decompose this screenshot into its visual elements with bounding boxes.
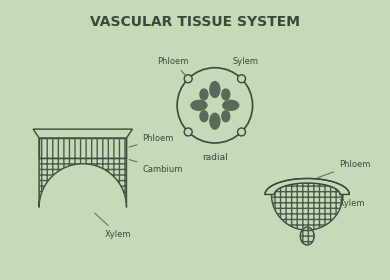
Ellipse shape [200,89,208,100]
Ellipse shape [223,101,239,110]
Circle shape [184,128,192,136]
Ellipse shape [222,89,230,100]
Text: Phloem: Phloem [157,57,189,79]
Text: Sylem: Sylem [229,57,259,70]
Ellipse shape [300,227,314,245]
Polygon shape [39,138,126,158]
Circle shape [177,68,253,143]
Polygon shape [265,178,349,194]
Ellipse shape [210,81,220,97]
Text: Phloem: Phloem [318,160,370,178]
Polygon shape [271,183,343,230]
Text: radial: radial [202,153,228,162]
Text: Cambium: Cambium [129,160,183,174]
Text: VASCULAR TISSUE SYSTEM: VASCULAR TISSUE SYSTEM [90,15,300,29]
Text: Phloem: Phloem [129,134,174,147]
Ellipse shape [200,111,208,122]
Text: Xylem: Xylem [95,213,131,239]
Ellipse shape [222,111,230,122]
Circle shape [238,75,246,83]
Polygon shape [39,138,126,207]
Ellipse shape [210,113,220,129]
Circle shape [184,75,192,83]
Circle shape [238,128,246,136]
Ellipse shape [191,101,207,110]
Text: Xylem: Xylem [332,199,365,208]
Polygon shape [33,129,133,138]
